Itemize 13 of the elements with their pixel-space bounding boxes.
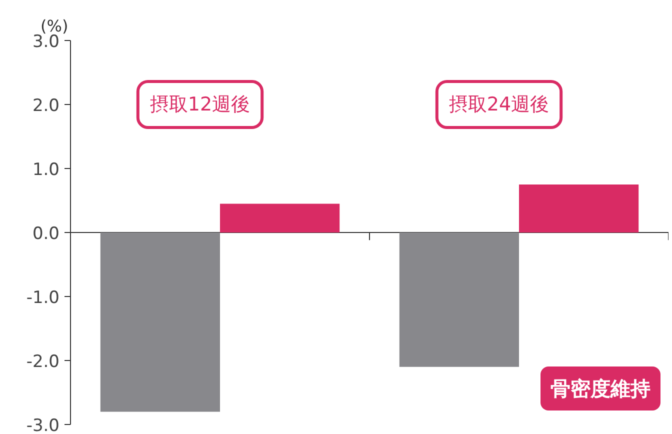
annotation: 骨密度維持 [550, 376, 650, 400]
y-tick-label: 0.0 [32, 224, 60, 244]
y-tick-label: 1.0 [32, 160, 60, 180]
bar [220, 204, 340, 232]
bar [399, 232, 519, 367]
bar [100, 232, 220, 412]
y-tick-label: -3.0 [26, 416, 60, 434]
y-tick-label: -1.0 [26, 288, 60, 308]
y-tick-label: 2.0 [32, 96, 60, 116]
annotation: 摂取24週後 [448, 94, 550, 116]
y-tick-label: -2.0 [26, 352, 60, 372]
bar [519, 184, 639, 232]
annotation: 摂取12週後 [150, 94, 250, 116]
